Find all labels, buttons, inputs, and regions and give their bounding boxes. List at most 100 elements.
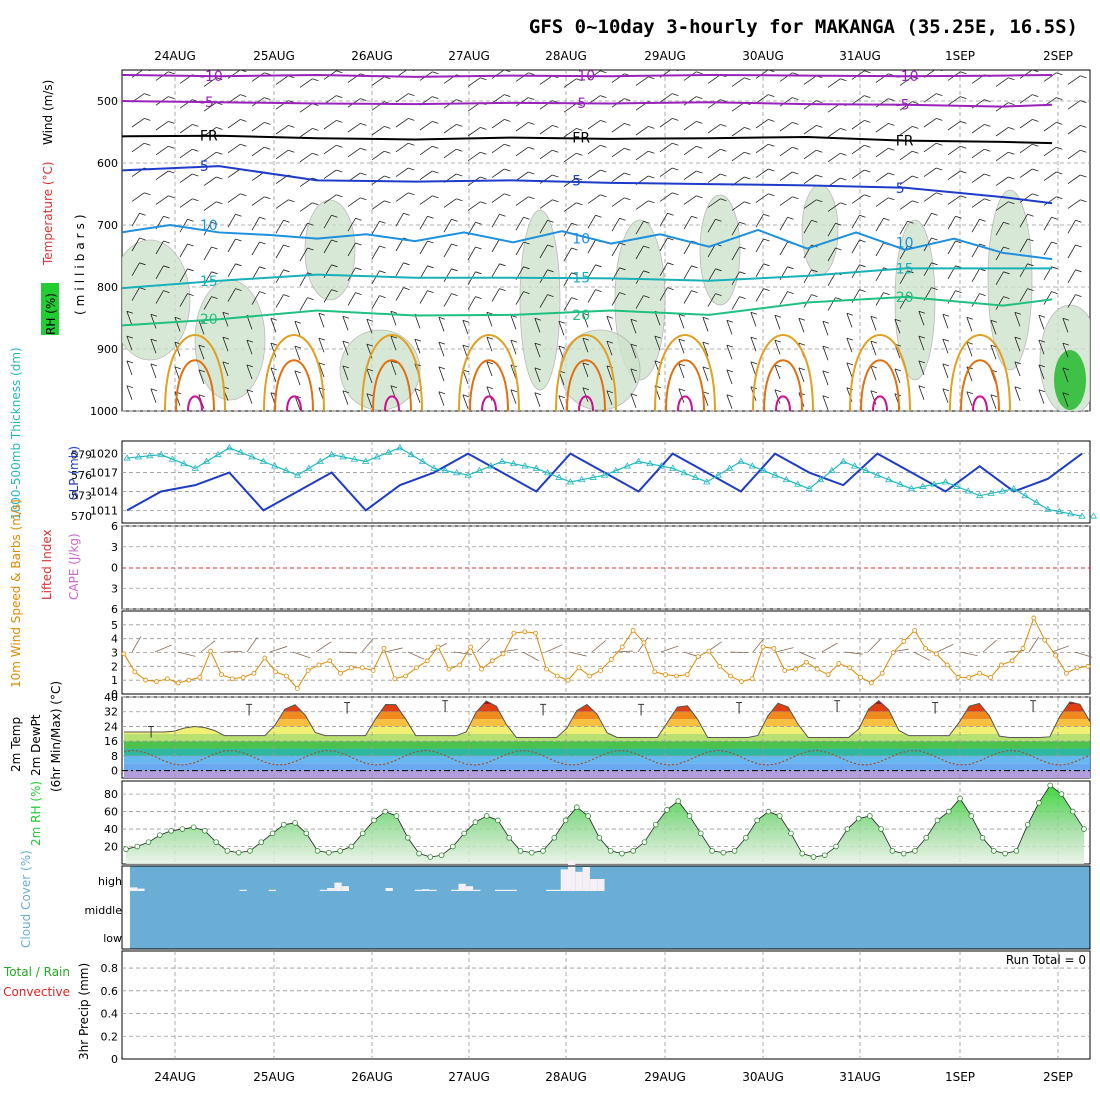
wind-barb	[827, 152, 841, 163]
high-cloud-bar	[414, 889, 422, 891]
wind-barb	[995, 127, 1009, 137]
wind-barb	[395, 287, 404, 301]
isotherm-line	[122, 165, 1053, 205]
wind-barb-flag	[1080, 75, 1087, 79]
wind-barb	[203, 201, 217, 211]
wind-barb	[491, 94, 505, 104]
wind-barb	[270, 342, 277, 358]
y-tick-label: 0	[111, 688, 118, 701]
wind-barb	[779, 72, 793, 82]
rh-marker	[675, 798, 682, 804]
y-tick-label: 0	[111, 1053, 118, 1066]
wind10m-marker	[587, 673, 593, 679]
y-tick-label: 2	[111, 660, 118, 673]
wind-barb-flag	[264, 72, 271, 76]
wind-barb-flag	[960, 96, 967, 99]
wind-barb-flag	[192, 198, 199, 202]
wind-barb	[875, 98, 889, 108]
wind-barb-flag	[331, 239, 338, 243]
wind-barb-flag	[259, 241, 266, 245]
temp-grid	[122, 696, 1090, 778]
rh-marker	[235, 849, 242, 856]
wind-barb	[539, 220, 548, 234]
wind-barb-flag	[768, 193, 775, 197]
wind-label: Wind (m/s)	[41, 80, 55, 145]
wind-barb-flag	[288, 199, 295, 203]
wind-barb-flag	[408, 142, 415, 146]
wind-barb-flag	[558, 395, 565, 399]
thickness-marker	[930, 480, 938, 487]
wind-barb	[731, 127, 745, 137]
wind-barb-flag	[864, 169, 871, 173]
wind10m-marker	[695, 654, 701, 660]
wind-barb-flag	[1008, 77, 1015, 81]
temp-band	[124, 704, 1090, 712]
y-tick-label: 1014	[90, 485, 118, 498]
wind-barb-flag	[475, 246, 482, 250]
wind-barb-flag	[552, 199, 559, 203]
wind-barb-flag	[192, 148, 199, 152]
wind10m-barb	[545, 644, 563, 653]
wind-barb	[491, 238, 500, 253]
wind-barb	[155, 290, 164, 304]
wind-barb-flag	[414, 388, 421, 392]
wind-barb	[630, 319, 637, 334]
wind-barb	[707, 268, 716, 282]
wind-barb-flag	[990, 319, 997, 323]
thickness-marker	[975, 491, 984, 499]
wind-barb	[875, 123, 889, 133]
wind-barb-flag	[168, 145, 175, 149]
wind10m-marker	[208, 648, 214, 654]
date-label-top: 30AUG	[742, 49, 784, 63]
wind10m-marker	[284, 673, 289, 679]
rh-marker	[371, 817, 377, 824]
wind-barb	[155, 240, 164, 255]
wind-barb-flag	[552, 174, 559, 178]
wind10m-marker	[349, 665, 354, 671]
wind-barb-flag	[942, 338, 949, 342]
wind-barb	[659, 213, 668, 227]
wind-barb-flag	[600, 120, 607, 123]
wind10m-label: 10m Wind Speed & Barbs (m/s)	[9, 499, 23, 688]
isotherm-bulge	[677, 395, 693, 411]
wind-barb-flag	[726, 369, 733, 373]
slp-label: SLP (mb)	[67, 446, 81, 500]
wind-barb-flag	[1014, 361, 1021, 365]
wind-barb-flag	[390, 310, 397, 314]
wind-barb-flag	[480, 77, 487, 81]
wind10m-marker	[1009, 658, 1015, 664]
wind10m-marker	[576, 665, 582, 671]
wind-barb	[587, 120, 601, 130]
wind-barb	[491, 214, 500, 228]
wind-barb-flag	[1051, 291, 1058, 294]
wind-barb	[299, 128, 313, 138]
thickness-marker	[396, 444, 404, 451]
wind10m-marker	[738, 679, 744, 684]
wind10m-marker	[544, 666, 549, 672]
wind-barb	[1019, 168, 1033, 178]
wind10m-barb	[407, 651, 425, 660]
y-tick-label: 600	[97, 157, 118, 170]
rh-marker	[844, 826, 851, 832]
y-tick-label: 0.8	[101, 962, 119, 975]
wind-barb	[227, 193, 241, 203]
high-cloud-bar	[568, 861, 576, 891]
wind-barb-flag	[480, 127, 487, 130]
wind-barb-flag	[691, 290, 698, 293]
wind-barb-flag	[403, 287, 410, 290]
wind-barb	[942, 314, 949, 329]
wind-barb-flag	[384, 150, 391, 154]
isotherm-bulge	[164, 334, 226, 411]
wind-barb	[563, 202, 577, 212]
wind-barb	[1038, 339, 1045, 355]
rh-marker	[810, 854, 817, 860]
wind-barb-flag	[510, 339, 517, 343]
wind-barb	[251, 122, 265, 132]
wind10m-marker	[522, 629, 528, 635]
wind-barb-flag	[624, 98, 631, 101]
thickness-marker	[896, 480, 904, 487]
wind-barb-flag	[1027, 288, 1034, 291]
wind-barb-flag	[630, 343, 637, 347]
high-cloud-bar	[495, 889, 503, 891]
wind-barb-flag	[168, 71, 175, 75]
